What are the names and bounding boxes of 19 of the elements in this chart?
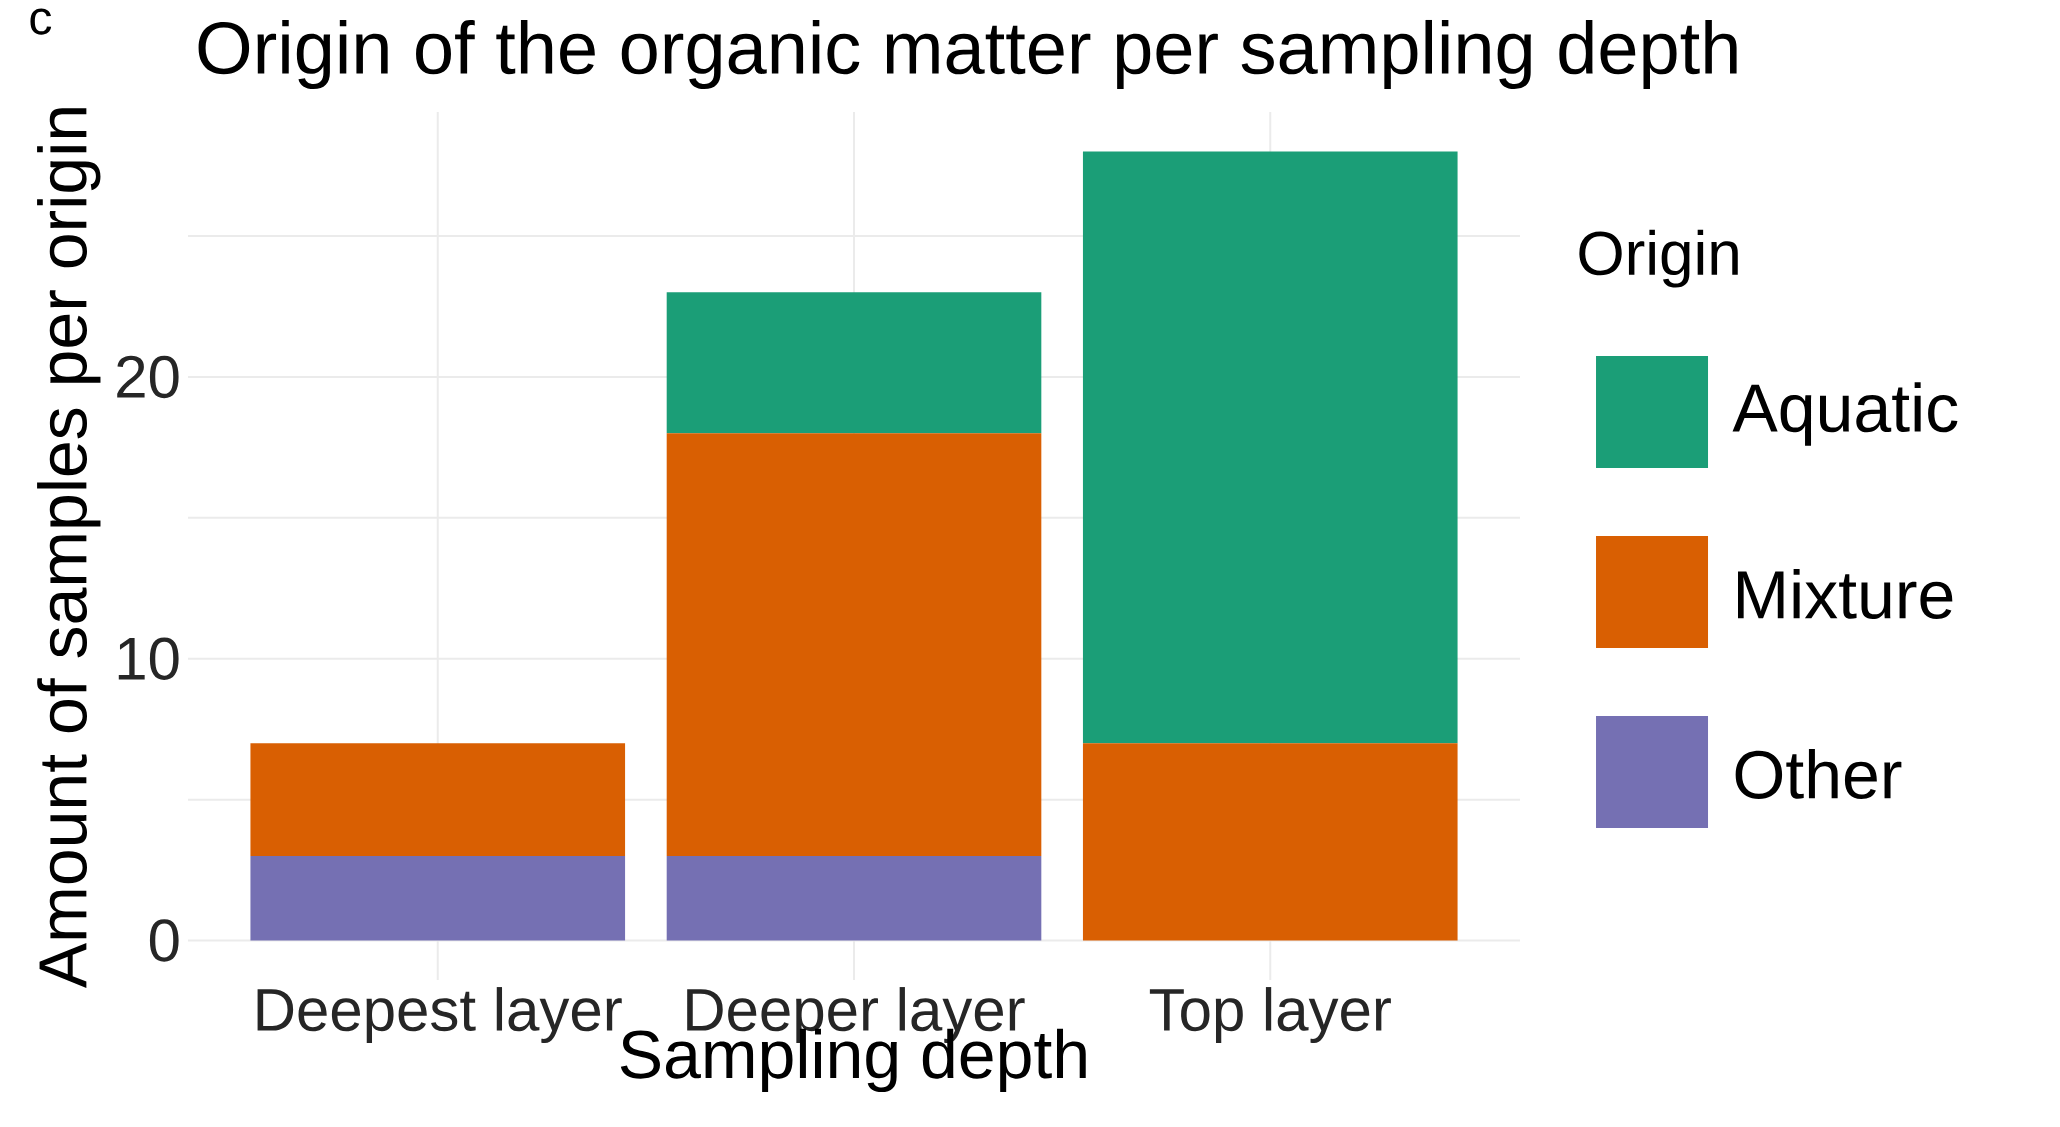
y-tick-label: 0 bbox=[149, 919, 179, 962]
bar bbox=[666, 433, 1042, 856]
bar bbox=[666, 856, 1042, 941]
legend-label: Aquatic bbox=[1732, 382, 1958, 446]
x-tick-label: Top layer bbox=[1149, 987, 1391, 1043]
legend-label: Mixture bbox=[1738, 569, 1953, 619]
legend-title: Origin bbox=[1579, 229, 1738, 288]
bar bbox=[250, 743, 626, 856]
bar bbox=[250, 856, 626, 941]
bar bbox=[666, 292, 1042, 434]
y-tick-label: 10 bbox=[118, 637, 179, 680]
x-tick-label: Deepest layer bbox=[257, 987, 622, 1043]
text: c bbox=[30, 8, 52, 35]
y-tick-label: 20 bbox=[117, 355, 179, 399]
bar bbox=[1082, 151, 1458, 744]
legend-label: Other bbox=[1735, 749, 1902, 799]
chart-title: Origin of the organic matter per sampling depth bbox=[198, 19, 1737, 89]
bar bbox=[1082, 743, 1458, 941]
y-axis-title: Amount of samples per origin bbox=[37, 108, 101, 989]
